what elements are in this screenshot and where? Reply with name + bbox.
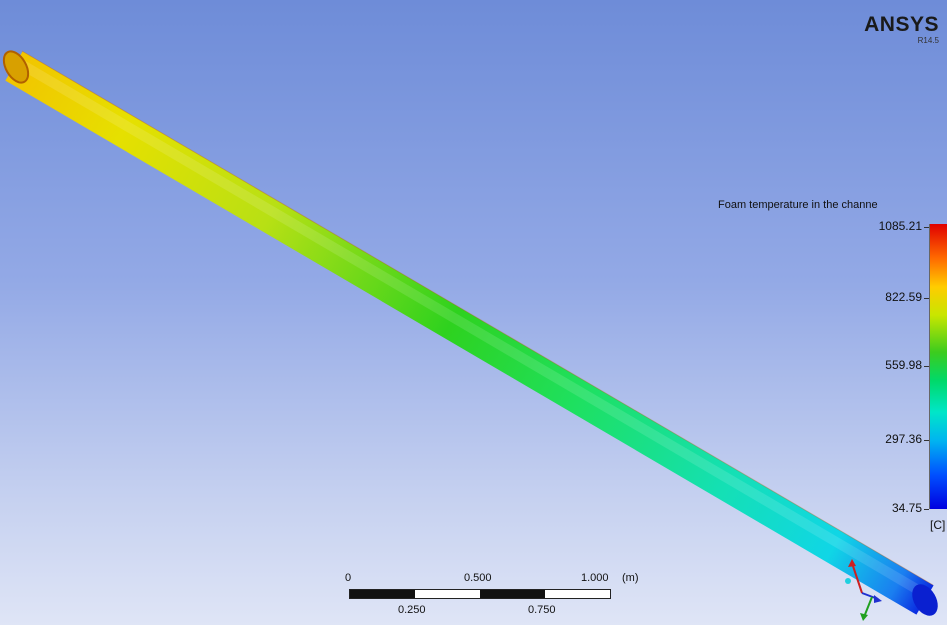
scale-unit: (m) — [622, 572, 639, 584]
axis-triad — [845, 559, 882, 621]
legend-tick-label: 1085.21 — [878, 219, 922, 233]
axis-z-arrow — [874, 595, 882, 603]
legend-tick-mark — [924, 227, 929, 228]
legend-tick-mark — [924, 366, 929, 367]
axis-x-arrow — [848, 559, 856, 567]
legend-unit: [C] — [930, 518, 946, 532]
scale-label-0500: 0.500 — [464, 572, 492, 584]
axis-y-arrow — [860, 613, 868, 621]
pipe-highlight — [11, 55, 928, 599]
legend-tick-label: 822.59 — [885, 290, 922, 304]
legend-title: Foam temperature in the channe — [718, 199, 878, 211]
legend-color-bar — [929, 224, 947, 509]
legend-tick-mark — [924, 298, 929, 299]
pipe-edge-top — [21, 50, 934, 586]
legend-tick-mark — [924, 509, 929, 510]
legend-tick-label: 34.75 — [891, 501, 922, 515]
scale-label-0250: 0.250 — [398, 604, 426, 616]
scale-bar-graphic — [349, 589, 611, 599]
pipe-body — [5, 51, 934, 615]
brand-version: R14.5 — [917, 36, 939, 45]
scale-segment — [480, 590, 545, 598]
axis-y-line — [863, 596, 873, 618]
scale-label-0: 0 — [345, 572, 352, 584]
brand-name: ANSYS — [864, 13, 939, 36]
ansys-logo: ANSYS R14.5 — [864, 14, 939, 46]
scale-label-1000: 1.000 — [581, 572, 609, 584]
legend-tick-mark — [924, 440, 929, 441]
legend-tick-label: 559.98 — [885, 358, 922, 372]
pipe-outlet-cap — [912, 584, 938, 616]
pipe-inlet-cap — [2, 50, 30, 84]
scale-segment — [350, 590, 415, 598]
scale-label-0750: 0.750 — [528, 604, 556, 616]
triad-origin-dot — [845, 578, 851, 584]
legend-tick-label: 297.36 — [885, 432, 922, 446]
axis-x-line — [851, 562, 863, 594]
